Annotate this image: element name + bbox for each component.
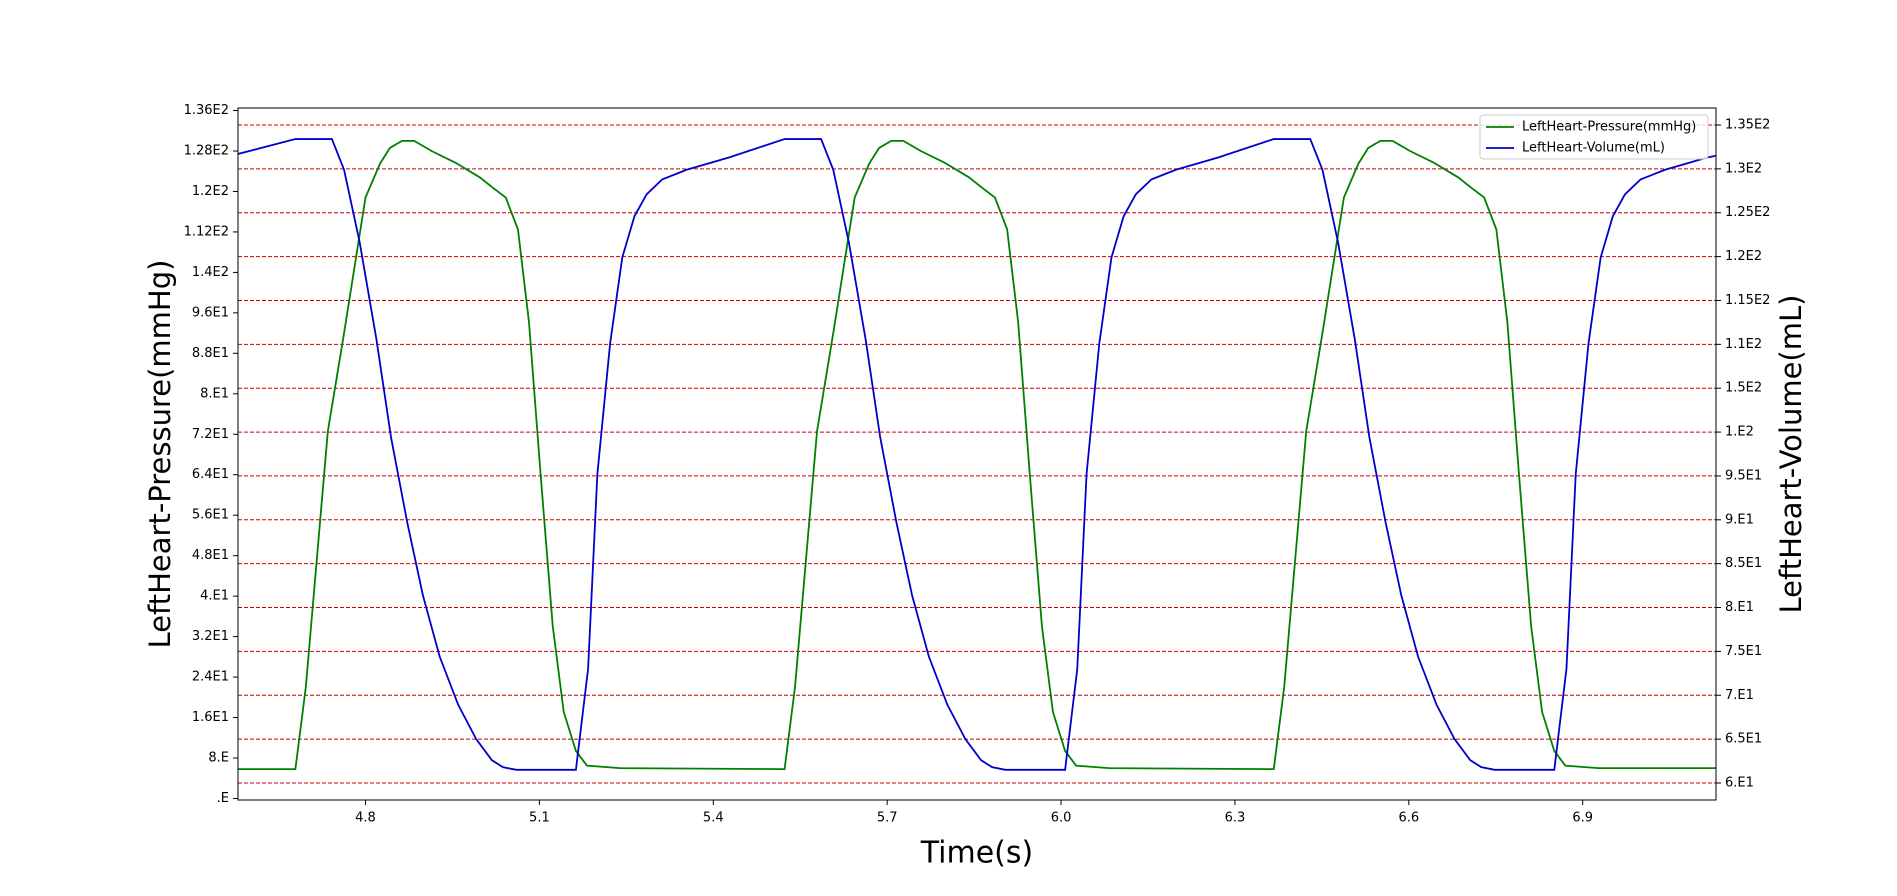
y2-tick-label: 6.5E1 [1725, 732, 1762, 747]
y-axis-label: LeftHeart-Pressure(mmHg) [143, 260, 177, 649]
y-tick-label: 9.6E1 [192, 305, 229, 320]
y-tick-label: 1.12E2 [184, 224, 229, 239]
y2-tick-label: 1.2E2 [1725, 249, 1762, 264]
x-tick-label: 4.8 [355, 811, 376, 826]
x-tick-label: 6.3 [1225, 811, 1246, 826]
x-tick-label: 6.6 [1398, 811, 1419, 826]
y-tick-label: 2.4E1 [192, 670, 229, 685]
y2-tick-label: 1.35E2 [1725, 118, 1770, 133]
y2-tick-label: 1.1E2 [1725, 337, 1762, 352]
y2-tick-label: 8.E1 [1725, 600, 1754, 615]
y-tick-label: 4.8E1 [192, 548, 229, 563]
legend-label: LeftHeart-Pressure(mmHg) [1522, 120, 1696, 135]
x-axis-label: Time(s) [920, 836, 1033, 871]
x-tick-label: 6.9 [1572, 811, 1593, 826]
y2-tick-label: 7.E1 [1725, 688, 1754, 703]
y2-tick-label: 1.25E2 [1725, 205, 1770, 220]
y-tick-label: 4.E1 [200, 589, 229, 604]
y-tick-label: 1.2E2 [192, 184, 229, 199]
y2-tick-label: 1.E2 [1725, 425, 1754, 440]
y-tick-label: 6.4E1 [192, 467, 229, 482]
y-tick-label: 8.8E1 [192, 346, 229, 361]
y-tick-label: 7.2E1 [192, 427, 229, 442]
y2-tick-label: 6.E1 [1725, 775, 1754, 790]
y-tick-label: 1.4E2 [192, 265, 229, 280]
plot-frame [237, 107, 1717, 801]
y-tick-label: .E [217, 791, 229, 806]
series-line [238, 139, 1716, 771]
y2-tick-label: 1.3E2 [1725, 161, 1762, 176]
y-tick-label: 1.36E2 [184, 103, 229, 118]
series-line [238, 138, 1716, 771]
x-tick-label: 5.1 [529, 811, 550, 826]
legend-box [1479, 114, 1709, 160]
y2-tick-label: 1.5E2 [1725, 381, 1762, 396]
x-tick-label: 6.0 [1051, 811, 1072, 826]
y-tick-label: 3.2E1 [192, 629, 229, 644]
y2-tick-label: 1.15E2 [1725, 293, 1770, 308]
legend-label: LeftHeart-Volume(mL) [1522, 141, 1665, 156]
y2-tick-label: 8.5E1 [1725, 556, 1762, 571]
y-tick-label: 1.6E1 [192, 710, 229, 725]
y2-tick-label: 9.5E1 [1725, 468, 1762, 483]
x-tick-label: 5.7 [877, 811, 898, 826]
y-tick-label: 5.6E1 [192, 508, 229, 523]
y2-tick-label: 7.5E1 [1725, 644, 1762, 659]
x-tick-label: 5.4 [703, 811, 724, 826]
y-tick-label: 8.E [208, 751, 229, 766]
y2-axis-label: LeftHeart-Volume(mL) [1774, 295, 1808, 614]
y-tick-label: 1.28E2 [184, 143, 229, 158]
y2-tick-label: 9.E1 [1725, 512, 1754, 527]
y-tick-label: 8.E1 [200, 386, 229, 401]
